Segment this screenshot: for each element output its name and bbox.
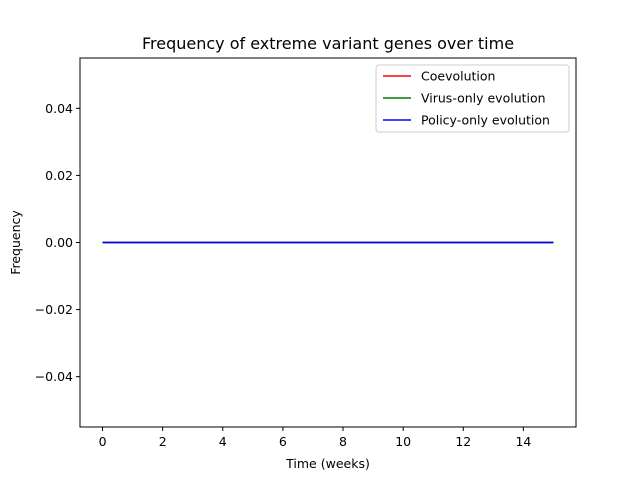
x-tick-label: 6 — [279, 434, 287, 449]
y-tick-label: 0.00 — [45, 235, 73, 250]
y-axis-label: Frequency — [8, 210, 23, 275]
y-tick-label: 0.04 — [45, 101, 73, 116]
y-tick-label: −0.04 — [35, 369, 73, 384]
legend-box — [375, 64, 570, 133]
y-tick-label: −0.02 — [35, 302, 73, 317]
x-axis: 0 2 4 6 8 10 12 14 — [99, 427, 531, 449]
chart-title: Frequency of extreme variant genes over … — [142, 34, 514, 53]
y-axis: −0.04 −0.02 0.00 0.02 0.04 — [35, 101, 80, 384]
x-tick-label: 2 — [159, 434, 167, 449]
x-tick-label: 0 — [99, 434, 107, 449]
legend-label: Virus-only evolution — [421, 91, 546, 106]
legend-label: Coevolution — [421, 69, 495, 84]
x-tick-label: 8 — [339, 434, 347, 449]
y-tick-label: 0.02 — [45, 168, 73, 183]
legend-label: Policy-only evolution — [421, 113, 550, 128]
x-tick-label: 14 — [515, 434, 531, 449]
x-tick-label: 12 — [455, 434, 471, 449]
x-tick-label: 10 — [395, 434, 411, 449]
x-axis-label: Time (weeks) — [285, 456, 370, 471]
x-tick-label: 4 — [219, 434, 227, 449]
legend: Coevolution Virus-only evolution Policy-on… — [375, 64, 570, 133]
